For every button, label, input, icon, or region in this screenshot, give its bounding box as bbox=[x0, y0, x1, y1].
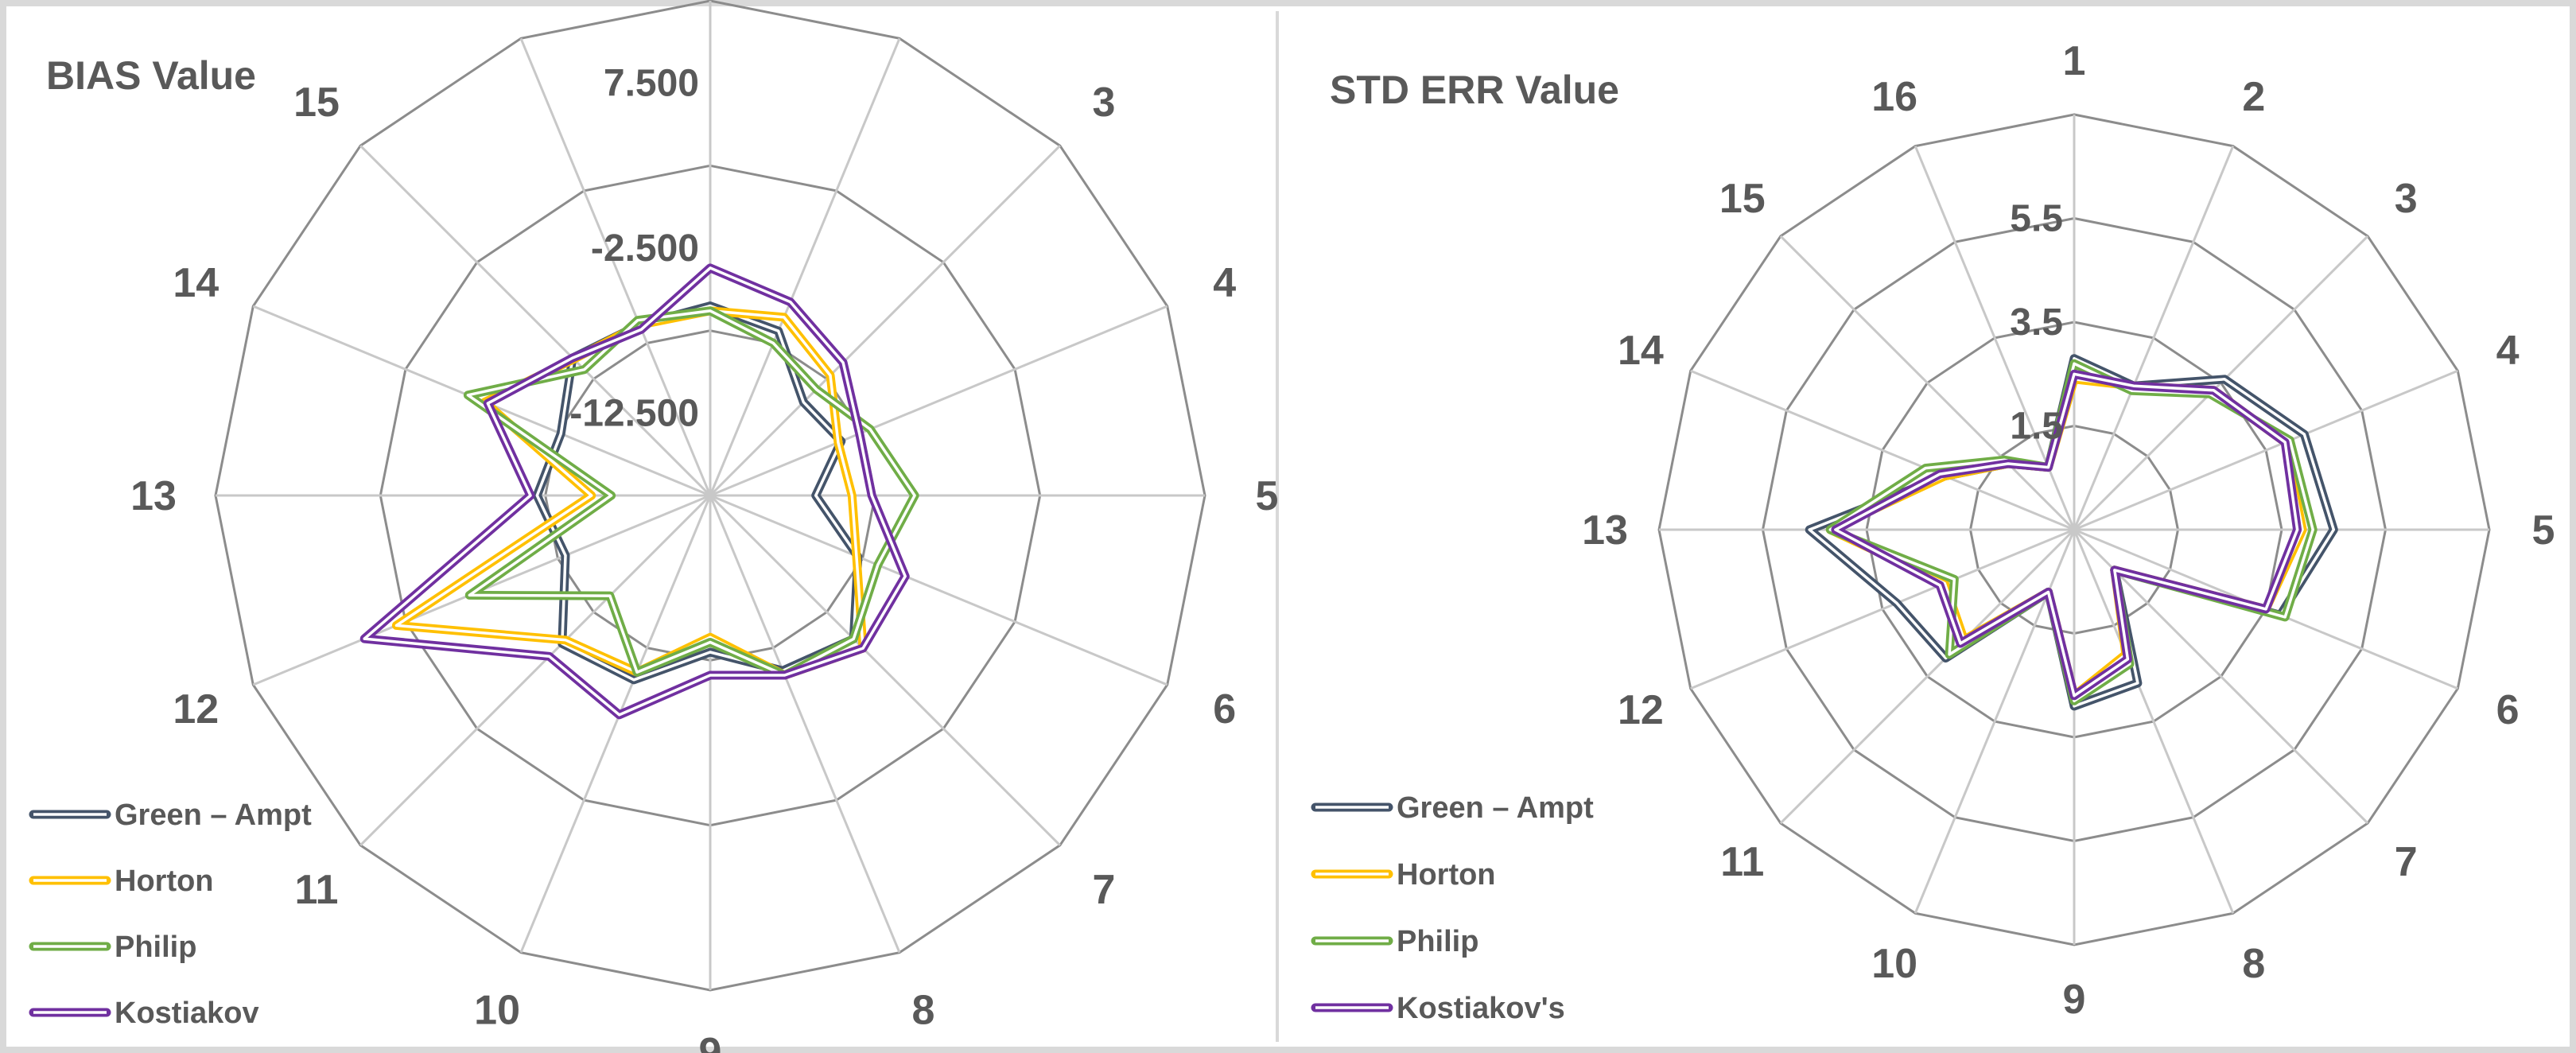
category-label: 11 bbox=[295, 867, 339, 913]
tick-label: 5.5 bbox=[2010, 198, 2063, 240]
grid-spoke bbox=[359, 494, 712, 846]
grid-spoke bbox=[1690, 528, 2075, 690]
category-label: 2 bbox=[911, 0, 934, 5]
legend-item: Philip bbox=[1311, 925, 1478, 958]
category-label: 8 bbox=[2242, 941, 2265, 987]
grid-spoke bbox=[1779, 235, 2076, 531]
legend-label: Philip bbox=[115, 931, 196, 964]
legend-label: Philip bbox=[1397, 925, 1478, 958]
category-label: 6 bbox=[1213, 686, 1236, 732]
legend-label: Kostiakov bbox=[115, 997, 259, 1030]
grid-spoke bbox=[2073, 529, 2235, 914]
grid-spoke bbox=[2073, 528, 2369, 825]
category-label: 11 bbox=[1720, 839, 1764, 885]
category-label: 9 bbox=[699, 1030, 722, 1053]
category-label: 14 bbox=[173, 260, 219, 306]
chart-title: STD ERR Value bbox=[1330, 68, 1619, 112]
tick-label: 3.5 bbox=[2010, 301, 2063, 344]
grid-spoke bbox=[709, 495, 901, 954]
tick-label: 7.500 bbox=[604, 63, 699, 105]
grid-spoke bbox=[519, 37, 712, 496]
chart-title: BIAS Value bbox=[46, 53, 256, 98]
category-label: 1 bbox=[2063, 38, 2086, 84]
grid-spoke bbox=[359, 145, 712, 497]
category-label: 9 bbox=[2063, 977, 2086, 1023]
series-line-core-green-ampt bbox=[535, 304, 860, 682]
category-label: 6 bbox=[2496, 687, 2520, 733]
legend-item: Green – Ampt bbox=[29, 798, 312, 832]
legend: Green – Ampt Horton Philip Kostiakov's bbox=[1311, 791, 1594, 1025]
category-label: 15 bbox=[293, 80, 340, 126]
legend: Green – Ampt Horton Philip Kostiakov bbox=[29, 798, 312, 1030]
category-label: 12 bbox=[1618, 687, 1664, 733]
bias-radar-chart: -12.500-2.5007.5001234567891011121314151… bbox=[29, 0, 1277, 1053]
category-label: 14 bbox=[1618, 328, 1664, 374]
category-label: 10 bbox=[474, 988, 520, 1034]
grid-spoke bbox=[709, 37, 901, 496]
panel-divider bbox=[1276, 11, 1279, 1042]
legend-label: Kostiakov's bbox=[1397, 992, 1565, 1025]
grid-spoke bbox=[709, 494, 1168, 686]
grid-spoke bbox=[709, 145, 1061, 497]
radar-grid bbox=[1657, 113, 2491, 946]
category-label: 5 bbox=[2532, 507, 2555, 554]
category-label: 13 bbox=[1582, 507, 1628, 554]
category-label: 3 bbox=[2395, 176, 2418, 222]
category-label: 15 bbox=[1719, 176, 1766, 222]
grid-spoke bbox=[2073, 146, 2235, 530]
series-group bbox=[1805, 354, 2338, 711]
legend-label: Horton bbox=[115, 865, 214, 898]
grid-spoke bbox=[2073, 369, 2458, 531]
grid-spoke bbox=[709, 305, 1168, 497]
category-label: 16 bbox=[474, 0, 520, 5]
legend-item: Horton bbox=[29, 865, 214, 898]
category-label: 4 bbox=[1213, 260, 1236, 306]
category-label: 7 bbox=[2395, 839, 2418, 885]
category-label: 8 bbox=[911, 988, 934, 1034]
legend-item: Philip bbox=[29, 931, 196, 964]
legend-label: Green – Ampt bbox=[1397, 791, 1594, 825]
series-group bbox=[359, 263, 919, 720]
series-line-core-kostiakov bbox=[363, 266, 907, 717]
grid-spoke bbox=[519, 495, 712, 954]
legend-item: Green – Ampt bbox=[1311, 791, 1594, 825]
legend-label: Horton bbox=[1397, 858, 1496, 892]
category-label: 16 bbox=[1871, 74, 1917, 120]
category-label: 12 bbox=[173, 686, 219, 732]
category-label: 10 bbox=[1871, 941, 1917, 987]
category-label: 2 bbox=[2242, 74, 2265, 120]
series-line-core-kostiakov-s bbox=[1834, 372, 2299, 697]
category-label: 5 bbox=[1256, 473, 1277, 519]
grid-spoke bbox=[709, 494, 1061, 846]
tick-label: -12.500 bbox=[569, 392, 699, 434]
legend-item: Horton bbox=[1311, 858, 1496, 892]
series-line-kostiakov-s bbox=[1831, 369, 2302, 701]
grid-spoke bbox=[1779, 528, 2076, 825]
category-label: 7 bbox=[1093, 867, 1116, 913]
legend-item: Kostiakov's bbox=[1311, 992, 1565, 1025]
radar-grid bbox=[214, 0, 1206, 992]
legend-label: Green – Ampt bbox=[115, 798, 312, 832]
grid-spoke bbox=[1690, 369, 2075, 531]
tick-label: 1.5 bbox=[2010, 406, 2063, 448]
category-label: 3 bbox=[1093, 80, 1116, 126]
legend-item: Kostiakov bbox=[29, 997, 259, 1030]
category-label: 13 bbox=[130, 473, 177, 519]
tick-label: -2.500 bbox=[591, 227, 699, 270]
category-label: 4 bbox=[2496, 328, 2520, 374]
